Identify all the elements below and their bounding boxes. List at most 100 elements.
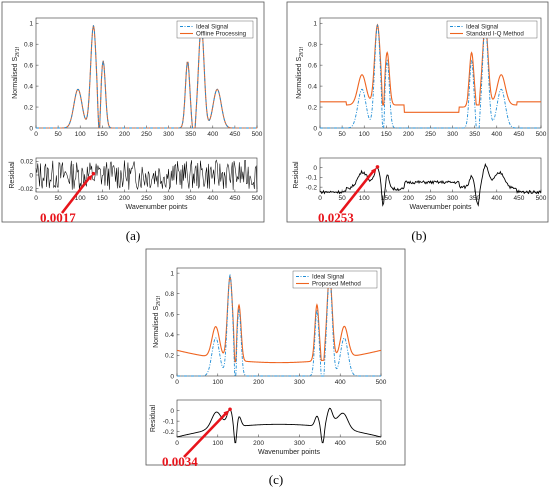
series-residual-line: [176, 407, 382, 444]
residual-y-axis-label: Residual: [293, 161, 300, 189]
residual-y-tick-label: -0.1: [306, 175, 318, 182]
series-ideal-signal-line: [177, 273, 381, 377]
ylabel-main-subscript: 2f/1f: [156, 296, 162, 306]
residual-y-tick-label: 0: [29, 172, 33, 179]
x-tick-label: 150: [97, 131, 108, 138]
residual-x-tick-label: 500: [252, 195, 263, 202]
residual-plot-area: [35, 157, 258, 193]
x-tick-label: 500: [536, 131, 547, 138]
residual-x-tick-label: 50: [54, 195, 62, 202]
x-tick-label: 500: [376, 379, 387, 386]
x-tick-label: 100: [212, 379, 223, 386]
residual-x-tick-label: 0: [175, 440, 179, 447]
panel-caption: (b): [411, 228, 426, 243]
y-tick-label: 0.2: [24, 104, 33, 111]
residual-y-tick-label: -0.1: [163, 418, 175, 425]
x-tick-label: 300: [447, 131, 458, 138]
main-y-axis-label: Normalised S2f/1f: [12, 47, 21, 99]
residual-x-tick-label: 500: [536, 195, 547, 202]
x-tick-label: 350: [469, 131, 480, 138]
y-tick-label: 1: [170, 270, 174, 277]
x-tick-label: 450: [513, 131, 524, 138]
residual-y-axis-label: Residual: [9, 161, 16, 189]
residual-x-tick-label: 200: [119, 195, 130, 202]
ylabel-main-subscript: 2f/1f: [299, 47, 305, 57]
x-tick-label: 100: [75, 131, 86, 138]
panel-c: 0010010020020030030040040050050000.20.40…: [145, 248, 406, 487]
residual-x-tick-label: 400: [491, 195, 502, 202]
residual-y-axis-label: Residual: [150, 404, 157, 432]
panel-frame: [1, 1, 265, 223]
ylabel-main-text: Normalised S: [296, 57, 303, 99]
x-tick-label: 0: [34, 131, 38, 138]
panel-frame: [145, 248, 406, 466]
ylabel-main-text: Normalised S: [153, 306, 160, 348]
y-tick-label: 1: [29, 21, 33, 28]
legend-method-label: Proposed Method: [312, 281, 361, 288]
legend-box: [176, 20, 254, 39]
y-tick-label: 0: [170, 373, 174, 380]
residual-y-tick-label: 0.02: [20, 159, 33, 166]
panel-frame: [286, 1, 549, 223]
legend-box: [446, 20, 538, 39]
residual-x-tick-label: 100: [359, 195, 370, 202]
x-axis-label: Wavenumber points: [126, 204, 188, 211]
main-y-axis-label: Normalised S2f/1f: [153, 296, 162, 348]
ylabel-main-text: Normalised S: [12, 57, 19, 99]
x-axis-label: Wavenumber points: [258, 449, 320, 456]
series-ideal-signal-line: [36, 25, 257, 129]
main-y-axis-label: Normalised S2f/1f: [296, 47, 305, 99]
panel-a: 0050501001001501502002002502503003003503…: [1, 1, 265, 243]
residual-x-tick-label: 300: [447, 195, 458, 202]
y-tick-label: 0.4: [165, 332, 174, 339]
annotation-arrow-shaft: [338, 170, 375, 214]
residual-x-tick-label: 400: [335, 440, 346, 447]
x-tick-label: 450: [229, 131, 240, 138]
residual-plot-area: [319, 157, 542, 193]
x-axis-label: Wavenumber points: [410, 204, 472, 211]
residual-marker: [91, 171, 96, 176]
residual-annotation: 0.0017: [40, 210, 76, 225]
y-tick-label: 0.2: [165, 353, 174, 360]
x-tick-label: 400: [491, 131, 502, 138]
y-tick-label: 0.8: [308, 41, 317, 48]
legend-ideal-label: Ideal Signal: [196, 24, 228, 31]
residual-x-tick-label: 200: [403, 195, 414, 202]
x-tick-label: 300: [163, 131, 174, 138]
residual-y-tick-label: -0.2: [306, 184, 318, 191]
residual-marker: [228, 407, 232, 412]
x-tick-label: 400: [207, 131, 218, 138]
legend-box: [292, 270, 378, 289]
x-tick-label: 0: [318, 131, 322, 138]
residual-x-tick-label: 150: [381, 195, 392, 202]
x-tick-label: 100: [359, 131, 370, 138]
annotation-arrow-head: [87, 174, 93, 181]
residual-x-tick-label: 250: [141, 195, 152, 202]
residual-y-tick-label: -0.2: [163, 429, 175, 436]
series-standard-iq-method-line: [320, 23, 541, 113]
panel-caption: (a): [126, 228, 140, 243]
residual-x-tick-label: 0: [318, 195, 322, 202]
residual-x-tick-label: 350: [469, 195, 480, 202]
x-tick-label: 200: [253, 379, 264, 386]
annotation-arrow-head: [371, 167, 377, 174]
x-tick-label: 200: [403, 131, 414, 138]
residual-x-tick-label: 400: [207, 195, 218, 202]
residual-x-tick-label: 500: [376, 440, 387, 447]
residual-x-tick-label: 250: [425, 195, 436, 202]
y-tick-label: 0.8: [24, 41, 33, 48]
ylabel-main-subscript: 2f/1f: [15, 47, 21, 57]
legend-method-label: Offline Processing: [196, 31, 247, 38]
residual-y-tick-label: 0: [313, 165, 317, 172]
residual-y-tick-label: 0: [170, 408, 174, 415]
residual-annotation: 0.0253: [318, 210, 354, 225]
residual-marker: [375, 165, 380, 169]
annotation-arrow-shaft: [60, 176, 91, 214]
x-tick-label: 400: [335, 379, 346, 386]
x-tick-label: 250: [141, 131, 152, 138]
x-tick-label: 500: [252, 131, 263, 138]
series-residual-line: [319, 162, 542, 207]
residual-x-tick-label: 0: [34, 195, 38, 202]
y-tick-label: 0.4: [24, 83, 33, 90]
